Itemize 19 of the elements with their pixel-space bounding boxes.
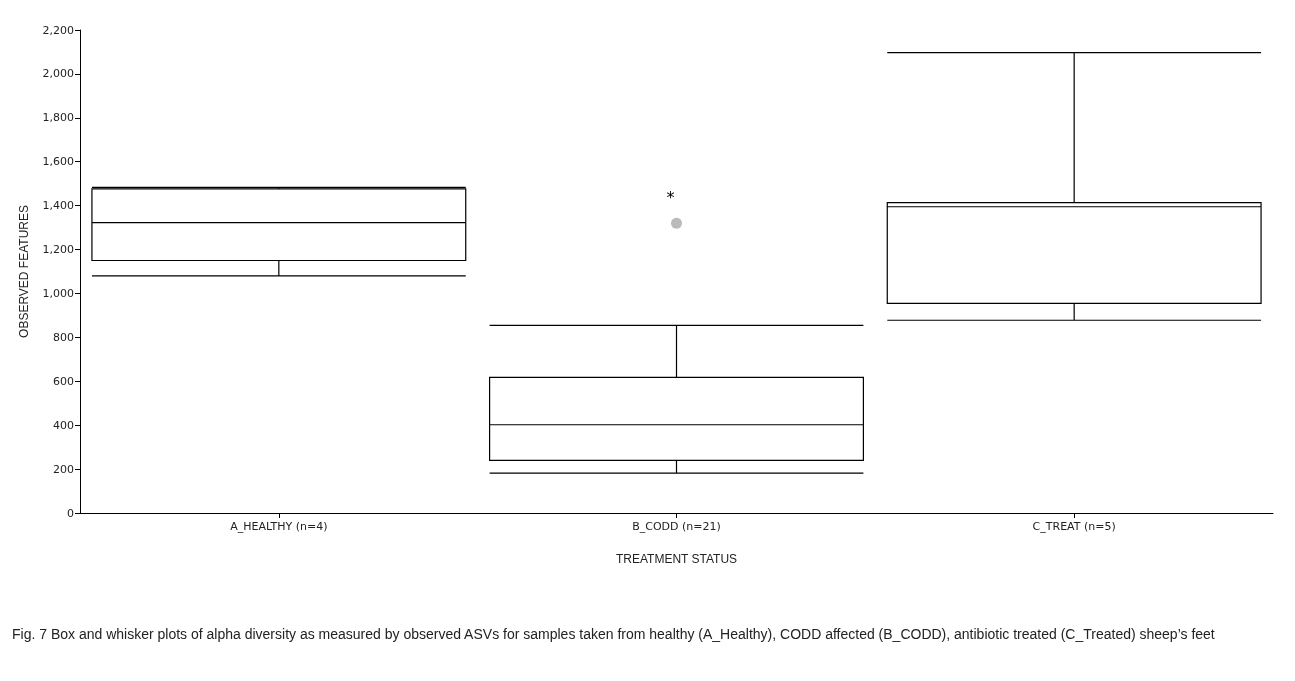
y-tick-label: 2,200 <box>42 23 74 37</box>
y-tick-label: 1,800 <box>42 111 74 125</box>
y-tick-label: 0 <box>67 506 74 520</box>
x-tick-label: B_CODD (n=21) <box>632 520 721 533</box>
x-axis-title: TREATMENT STATUS <box>615 552 738 566</box>
x-tick-label: C_TREAT (n=5) <box>1032 520 1116 533</box>
y-tick-label: 200 <box>53 462 74 476</box>
y-tick-label: 1,000 <box>42 286 74 300</box>
y-tick-label: 1,600 <box>42 155 74 169</box>
y-tick-label: 1,200 <box>42 243 74 257</box>
y-tick-label: 2,000 <box>42 67 74 81</box>
y-tick-label: 800 <box>53 330 74 344</box>
y-tick-label: 400 <box>53 418 74 432</box>
caption: Fig. 7 Box and whisker plots of alpha diversity as measured by observed ASVs for samples taken from healthy (A_Healthy), CODD affected (B_CODD), antibiotic treated (C_Treated) sheep’s feet <box>12 626 1215 642</box>
y-axis-title: OBSERVED FEATURES <box>17 205 31 338</box>
annotation: * <box>666 187 675 207</box>
x-tick-label: A_HEALTHY (n=4) <box>230 520 328 533</box>
y-tick-label: 600 <box>53 374 74 388</box>
y-tick-label: 1,400 <box>42 199 74 213</box>
